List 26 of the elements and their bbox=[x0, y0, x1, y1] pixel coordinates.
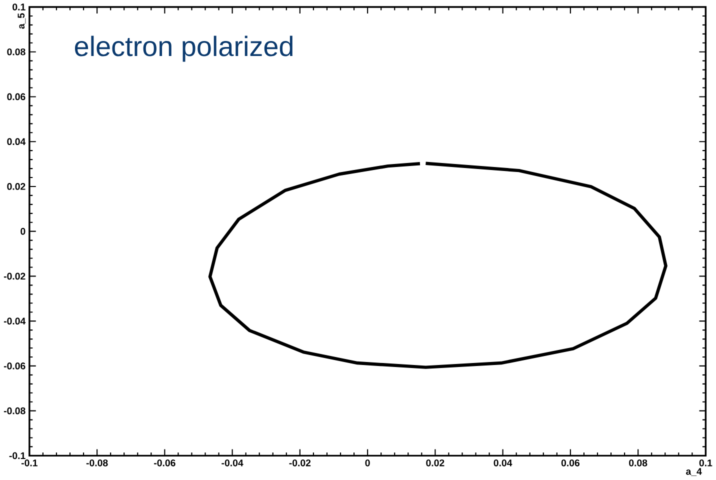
y-tick-label: -0.06 bbox=[4, 362, 26, 370]
x-tick-label: 0.06 bbox=[561, 460, 580, 467]
text: electron polarized bbox=[74, 36, 292, 62]
y-tick-label: 0.06 bbox=[7, 94, 26, 100]
y-tick-label: -0.1 bbox=[9, 452, 26, 460]
x-tick-label: -0.06 bbox=[154, 460, 176, 467]
y-tick-label: -0.02 bbox=[4, 273, 26, 280]
x-tick-label: 0.04 bbox=[494, 460, 512, 467]
x-tick-label: 0.1 bbox=[699, 460, 712, 467]
x-tick-label: -0.04 bbox=[222, 460, 244, 467]
y-tick-label: 0.1 bbox=[12, 4, 26, 11]
x-tick-label: -0.02 bbox=[289, 460, 311, 467]
line-series bbox=[208, 162, 668, 370]
y-tick-label: 0.04 bbox=[7, 138, 26, 146]
x-axis-title: a_4 bbox=[686, 468, 702, 476]
x-tick-label: 0.02 bbox=[426, 460, 444, 467]
y-tick-label: 0.02 bbox=[7, 183, 26, 190]
y-tick-label: -0.04 bbox=[4, 318, 26, 325]
x-tick-label: -0.1 bbox=[21, 460, 38, 467]
y-axis-title: a_5 bbox=[18, 13, 26, 30]
x-tick-label: 0 bbox=[365, 460, 370, 467]
y-tick-label: 0.08 bbox=[7, 48, 26, 56]
y-tick-label: 0 bbox=[20, 228, 26, 236]
x-tick-label: 0.08 bbox=[629, 460, 648, 467]
y-tick-label: -0.08 bbox=[4, 408, 26, 415]
x-tick-label: -0.08 bbox=[86, 460, 108, 467]
